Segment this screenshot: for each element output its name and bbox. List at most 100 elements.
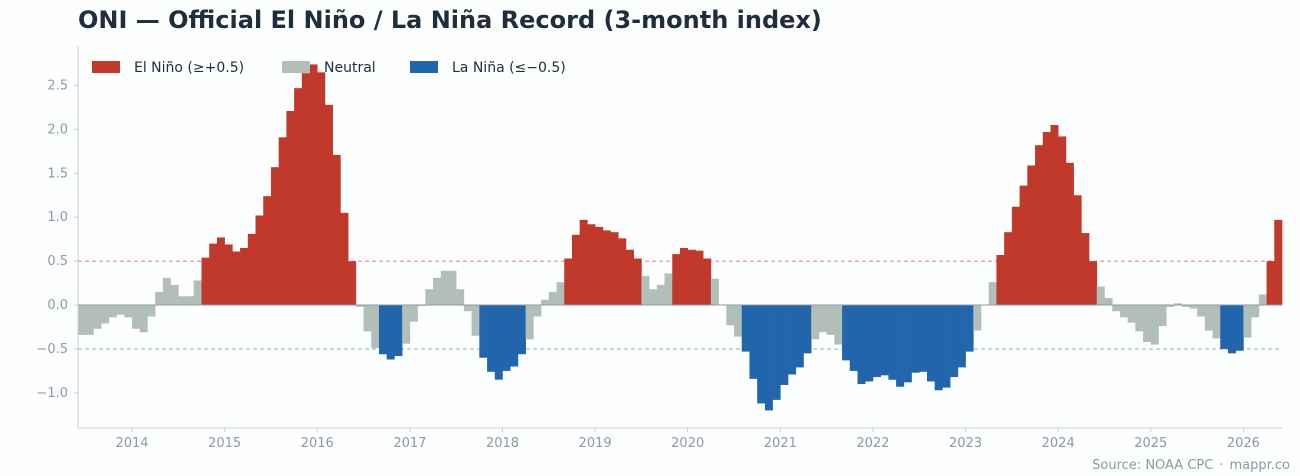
oni-bar <box>788 305 797 375</box>
oni-bar <box>996 255 1005 306</box>
legend: El Niño (≥+0.5) Neutral La Niña (≤−0.5) <box>92 60 566 76</box>
oni-bar <box>1011 206 1020 306</box>
y-tick-label: 1.0 <box>47 210 68 225</box>
oni-bar <box>950 305 959 378</box>
x-tick-label: 2018 <box>486 436 519 451</box>
legend-swatch-neutral <box>282 61 310 73</box>
oni-bar <box>116 305 125 315</box>
oni-bar <box>232 251 241 306</box>
oni-bar <box>680 247 689 306</box>
oni-bar <box>741 305 750 352</box>
oni-bar <box>255 215 264 306</box>
oni-bar <box>1089 261 1098 306</box>
oni-bar <box>1058 136 1067 306</box>
source-label: Source: NOAA CPC <box>1092 458 1214 473</box>
oni-bar <box>1004 232 1013 306</box>
oni-bar <box>85 305 94 335</box>
oni-bar <box>988 282 997 306</box>
oni-bar <box>548 291 557 306</box>
oni-bar <box>896 305 905 387</box>
oni-bar <box>348 261 357 306</box>
oni-bar <box>695 250 704 306</box>
source-credit: Source: NOAA CPC · mappr.co <box>1092 458 1290 473</box>
oni-bar <box>625 249 634 306</box>
oni-bar <box>224 244 233 306</box>
oni-bar <box>193 280 202 306</box>
oni-bar <box>610 232 619 306</box>
oni-bar <box>301 73 310 306</box>
oni-bar <box>973 305 982 331</box>
oni-bar <box>1227 305 1236 354</box>
oni-bar <box>479 305 488 358</box>
x-tick-label: 2015 <box>208 436 241 451</box>
oni-bar <box>186 296 195 306</box>
x-tick-label: 2026 <box>1227 436 1260 451</box>
oni-bar <box>494 305 503 380</box>
oni-bar <box>1166 305 1175 307</box>
oni-bar <box>379 305 388 355</box>
oni-bar <box>1035 145 1044 306</box>
oni-bar <box>502 305 511 371</box>
oni-bar <box>1197 305 1206 317</box>
oni-bar <box>1258 294 1267 306</box>
oni-bar <box>710 278 719 306</box>
oni-bar <box>571 234 580 306</box>
oni-bar <box>579 219 588 306</box>
oni-bar <box>324 104 333 306</box>
oni-bar <box>1243 305 1252 338</box>
oni-bar <box>487 305 496 372</box>
x-tick-label: 2017 <box>393 436 426 451</box>
oni-bar <box>471 305 480 336</box>
x-tick-label: 2021 <box>764 436 797 451</box>
oni-bar <box>1150 305 1159 345</box>
y-tick-label: 2.0 <box>47 122 68 137</box>
oni-bar <box>965 305 974 352</box>
oni-bar <box>533 305 542 317</box>
oni-bar <box>340 212 349 306</box>
oni-bar <box>602 230 611 306</box>
oni-bar <box>463 305 472 312</box>
oni-bar <box>363 305 372 332</box>
oni-bar <box>425 289 434 306</box>
oni-bar <box>1235 305 1244 351</box>
oni-bar <box>317 72 326 306</box>
source-separator: · <box>1219 458 1224 473</box>
oni-bar <box>270 167 279 306</box>
oni-bar <box>309 64 318 306</box>
x-tick-label: 2019 <box>579 436 612 451</box>
x-tick-label: 2025 <box>1134 436 1167 451</box>
oni-bar <box>926 305 935 382</box>
oni-bar <box>402 305 411 344</box>
oni-bar <box>1158 305 1167 327</box>
x-tick-label: 2023 <box>949 436 982 451</box>
legend-label-neutral: Neutral <box>324 60 376 76</box>
oni-bar <box>903 305 912 383</box>
legend-swatch-el-nino <box>92 61 120 73</box>
oni-bar <box>942 305 951 388</box>
oni-bar <box>556 282 565 306</box>
source-site: mappr.co <box>1229 458 1290 473</box>
oni-bar <box>641 276 650 306</box>
oni-bar <box>101 305 110 324</box>
oni-bar <box>911 305 920 373</box>
chart-title: ONI — Official El Niño / La Niña Record … <box>78 6 822 34</box>
oni-bar <box>826 305 835 335</box>
oni-bar <box>595 226 604 306</box>
oni-bar <box>147 305 156 317</box>
oni-bar <box>1274 219 1283 306</box>
oni-bar <box>541 299 550 306</box>
oni-bar <box>726 305 735 326</box>
oni-bar <box>1251 305 1260 318</box>
oni-bar <box>957 305 966 368</box>
oni-bar <box>178 296 187 306</box>
oni-bar <box>633 258 642 306</box>
x-axis: 2014 2015 2016 2017 2018 2019 2020 2021 2022 2023… <box>115 428 1260 451</box>
oni-bar <box>672 254 681 306</box>
oni-bar <box>1112 305 1121 312</box>
oni-bar <box>386 305 395 360</box>
oni-bar <box>1073 195 1082 306</box>
oni-bar <box>872 305 881 378</box>
oni-bar <box>664 273 673 306</box>
oni-bar <box>1050 125 1059 306</box>
